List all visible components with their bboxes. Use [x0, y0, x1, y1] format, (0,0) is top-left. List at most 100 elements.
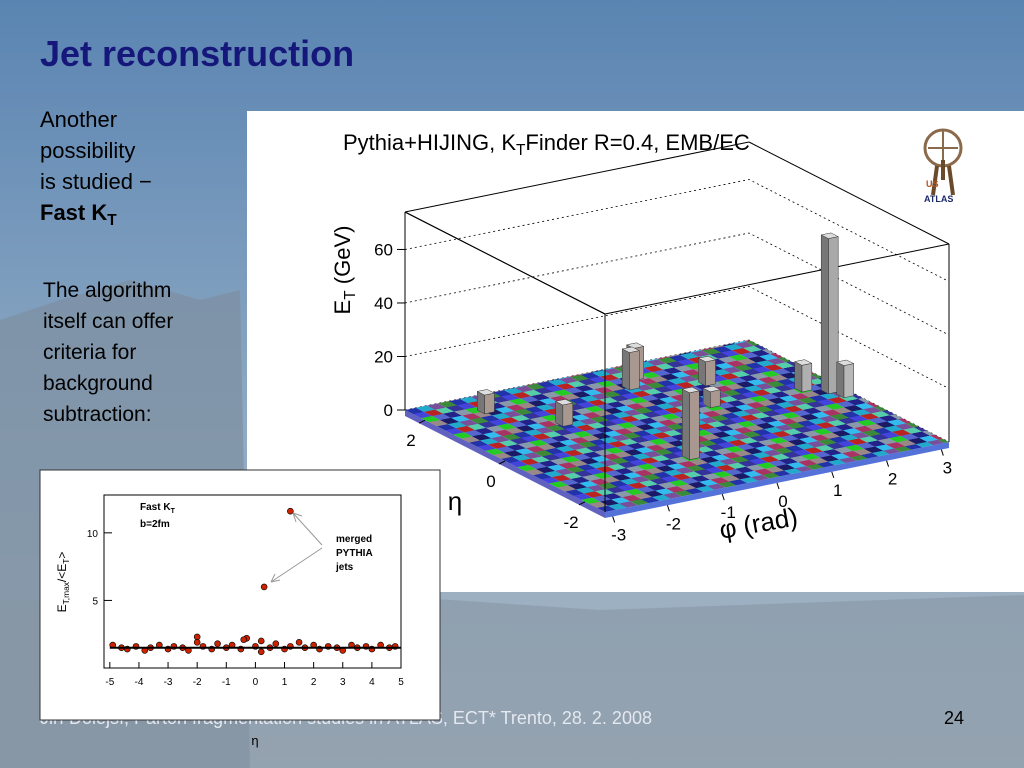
text-line: is studied −	[40, 169, 152, 194]
point	[240, 636, 248, 643]
inset-label: b=2fm	[140, 519, 170, 530]
x-tick-label: -3	[164, 677, 173, 688]
point	[272, 640, 280, 647]
plot-frame	[103, 494, 402, 669]
logo-text: ATLAS	[924, 194, 953, 204]
inset-panel	[39, 469, 441, 721]
phi-tick-label: 3	[943, 459, 952, 478]
tower-top	[697, 355, 717, 363]
point	[295, 639, 303, 646]
x-tick-label: 5	[398, 677, 404, 688]
text-line: possibility	[40, 138, 135, 163]
tower-top	[621, 346, 641, 353]
tower-side	[836, 361, 845, 399]
tower-front	[705, 359, 716, 387]
box-edge	[404, 211, 606, 315]
grid-line	[404, 179, 950, 282]
annotation-line: PYTHIA	[336, 548, 373, 559]
lego-title: Pythia+HIJING, KTFinder R=0.4, EMB/EC	[343, 130, 750, 159]
tower-side	[555, 400, 564, 427]
tower-front	[843, 363, 854, 399]
point	[214, 640, 221, 647]
annotation-line: jets	[335, 562, 354, 573]
label-sub: T	[171, 508, 176, 515]
scatter-plot: -5 -4 -3 -2 -1 0 1 2 3 4 5 5 10	[87, 494, 404, 688]
label-sub: T	[342, 290, 359, 300]
z-axis-label: ET (GeV)	[330, 226, 359, 315]
tower-side	[794, 361, 803, 393]
subscript: T	[107, 212, 117, 229]
phi-tick	[831, 471, 835, 479]
tower-top	[820, 232, 839, 239]
box-edge	[404, 141, 750, 213]
x-tick-label: -4	[134, 677, 143, 688]
tower	[820, 232, 839, 395]
phi-tick-label: -1	[721, 503, 736, 522]
label-part: E	[330, 300, 355, 315]
z-tick-label: 60	[374, 240, 393, 259]
tower-side	[698, 357, 706, 387]
x-tick-label: 1	[282, 677, 288, 688]
tower	[793, 359, 813, 393]
floor-left	[405, 410, 605, 518]
tower	[835, 359, 855, 399]
eta-tick-label: 2	[406, 431, 415, 450]
tower-top	[793, 359, 813, 366]
text-line: The algorithm	[43, 279, 171, 302]
tower-front	[710, 389, 721, 409]
z-tick-label: 20	[374, 347, 393, 366]
tower	[621, 346, 641, 391]
tower-front	[689, 390, 700, 461]
z-tick-label: 40	[374, 294, 393, 313]
label-part: >	[55, 552, 69, 559]
text-line: Fast KT	[40, 200, 117, 229]
tower-side	[621, 348, 630, 391]
z-tick-label: 0	[384, 401, 393, 420]
tower	[554, 399, 574, 427]
tower	[697, 355, 717, 387]
x-tick-label: 2	[311, 677, 317, 688]
x-axis-label: η	[251, 733, 258, 748]
tower-top	[625, 342, 645, 349]
label-part: Fast K	[140, 502, 171, 513]
logo-text: US	[926, 179, 939, 189]
grid-line	[404, 232, 950, 336]
x-tick-label: 0	[253, 677, 259, 688]
text-line: background	[43, 372, 153, 395]
y-tick-label: 10	[87, 529, 99, 540]
tower-top	[554, 399, 574, 406]
x-tick-label: -2	[193, 677, 202, 688]
tower-front	[629, 350, 640, 391]
phi-tick-label: 0	[778, 492, 787, 511]
page-number: 24	[944, 708, 964, 728]
tower-top	[681, 386, 701, 394]
text-line: subtraction:	[43, 403, 152, 426]
phi-tick	[776, 482, 780, 490]
eta-axis-label: η	[448, 486, 462, 516]
label-part: /<E	[55, 564, 69, 582]
label-part: (GeV)	[330, 226, 355, 291]
point	[257, 648, 265, 656]
logo-figure	[931, 160, 955, 196]
tower-top	[702, 385, 721, 393]
tower-top	[476, 389, 496, 396]
point	[257, 637, 265, 645]
label-part: E	[55, 604, 69, 612]
grid-line	[404, 286, 950, 389]
phi-tick-label: 2	[888, 470, 897, 489]
tower-side	[682, 388, 690, 461]
box-edge	[604, 243, 950, 315]
title-part: Pythia+HIJING, K	[343, 130, 516, 155]
text-line: itself can offer	[43, 310, 173, 333]
annotation-arrows	[270, 512, 323, 583]
eta-tick-label: 0	[486, 472, 495, 491]
title-part: Finder R=0.4, EMB/EC	[525, 130, 749, 155]
phi-tick	[886, 460, 890, 467]
phi-tick-label: -2	[666, 514, 681, 533]
x-tick-label: -5	[105, 677, 114, 688]
tower-front	[801, 362, 813, 393]
box-edge	[748, 141, 950, 245]
